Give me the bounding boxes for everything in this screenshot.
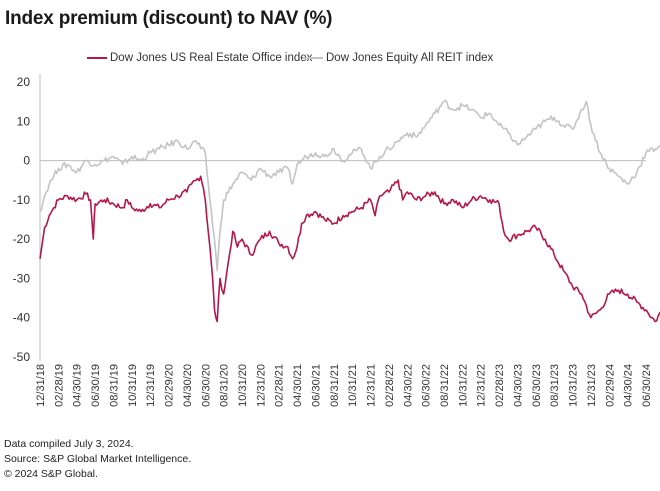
y-tick-label: 10 xyxy=(17,114,31,128)
x-tick-label: 12/31/18 xyxy=(35,364,47,407)
y-tick-label: 0 xyxy=(23,154,30,168)
x-tick-label: 02/28/19 xyxy=(53,364,65,407)
x-tick-label: 06/30/22 xyxy=(421,364,433,407)
x-tick-label: 04/30/21 xyxy=(292,364,304,407)
x-tick-label: 08/31/19 xyxy=(108,364,120,407)
series-line-office xyxy=(39,175,660,323)
x-tick-label: 12/31/22 xyxy=(476,364,488,407)
x-tick-label: 08/31/23 xyxy=(549,364,561,407)
x-tick-label: 06/30/24 xyxy=(641,364,653,407)
x-tick-label: 04/30/20 xyxy=(182,364,194,407)
x-tick-label: 12/31/23 xyxy=(586,364,598,407)
x-tick-label: 04/30/23 xyxy=(512,364,524,407)
y-tick-label: 20 xyxy=(17,75,31,89)
x-tick-label: 04/30/24 xyxy=(623,364,635,407)
x-tick-label: 02/29/24 xyxy=(604,364,616,407)
x-tick-label: 02/29/20 xyxy=(164,364,176,407)
footer-compiled: Data compiled July 3, 2024. xyxy=(4,438,134,450)
legend-item-reit: Dow Jones Equity All REIT index xyxy=(303,52,493,64)
legend-label-office: Dow Jones US Real Estate Office index xyxy=(110,52,313,64)
footer-source: Source: S&P Global Market Intelligence. xyxy=(4,453,192,465)
x-tick-label: 06/30/21 xyxy=(310,364,322,407)
x-tick-label: 08/31/22 xyxy=(439,364,451,407)
y-tick-label: -20 xyxy=(13,232,31,246)
x-tick-label: 02/28/23 xyxy=(494,364,506,407)
x-axis: 12/31/18 02/28/19 04/30/19 06/30/19 08/31/19… xyxy=(35,364,653,407)
series-line-reit xyxy=(39,99,660,272)
legend-swatch-office xyxy=(87,57,107,59)
x-tick-label: 04/30/19 xyxy=(72,364,84,407)
x-tick-label: 12/31/20 xyxy=(255,364,267,407)
y-tick-label: -50 xyxy=(13,350,31,364)
x-tick-label: 02/28/22 xyxy=(384,364,396,407)
x-tick-label: 02/28/21 xyxy=(274,364,286,407)
y-tick-label: -30 xyxy=(13,271,31,285)
footer: Data compiled July 3, 2024. Source: S&P … xyxy=(4,437,191,482)
legend-swatch-reit xyxy=(303,57,323,59)
x-tick-label: 06/30/23 xyxy=(531,364,543,407)
x-tick-label: 12/31/21 xyxy=(366,364,378,407)
footer-copyright: © 2024 S&P Global. xyxy=(4,468,98,480)
x-tick-label: 12/31/19 xyxy=(145,364,157,407)
plot-lines xyxy=(39,99,660,323)
y-axis: 20 10 0 -10 -20 -30 -40 -50 xyxy=(13,74,646,364)
chart-title: Index premium (discount) to NAV (%) xyxy=(5,8,333,29)
y-tick-label: -40 xyxy=(13,311,31,325)
x-tick-label: 04/30/22 xyxy=(402,364,414,407)
y-tick-label: -10 xyxy=(13,193,31,207)
legend-item-office: Dow Jones US Real Estate Office index xyxy=(87,52,312,64)
x-tick-label: 08/31/20 xyxy=(219,364,231,407)
x-tick-label: 10/31/23 xyxy=(568,364,580,407)
x-tick-label: 10/31/20 xyxy=(237,364,249,407)
x-tick-label: 08/31/21 xyxy=(329,364,341,407)
legend-label-reit: Dow Jones Equity All REIT index xyxy=(326,52,494,64)
legend: Dow Jones US Real Estate Office index Do… xyxy=(0,52,660,68)
x-tick-label: 10/31/21 xyxy=(347,364,359,407)
x-tick-label: 10/31/19 xyxy=(127,364,139,407)
x-tick-label: 10/31/22 xyxy=(457,364,469,407)
x-tick-label: 06/30/20 xyxy=(200,364,212,407)
x-tick-label: 06/30/19 xyxy=(90,364,102,407)
